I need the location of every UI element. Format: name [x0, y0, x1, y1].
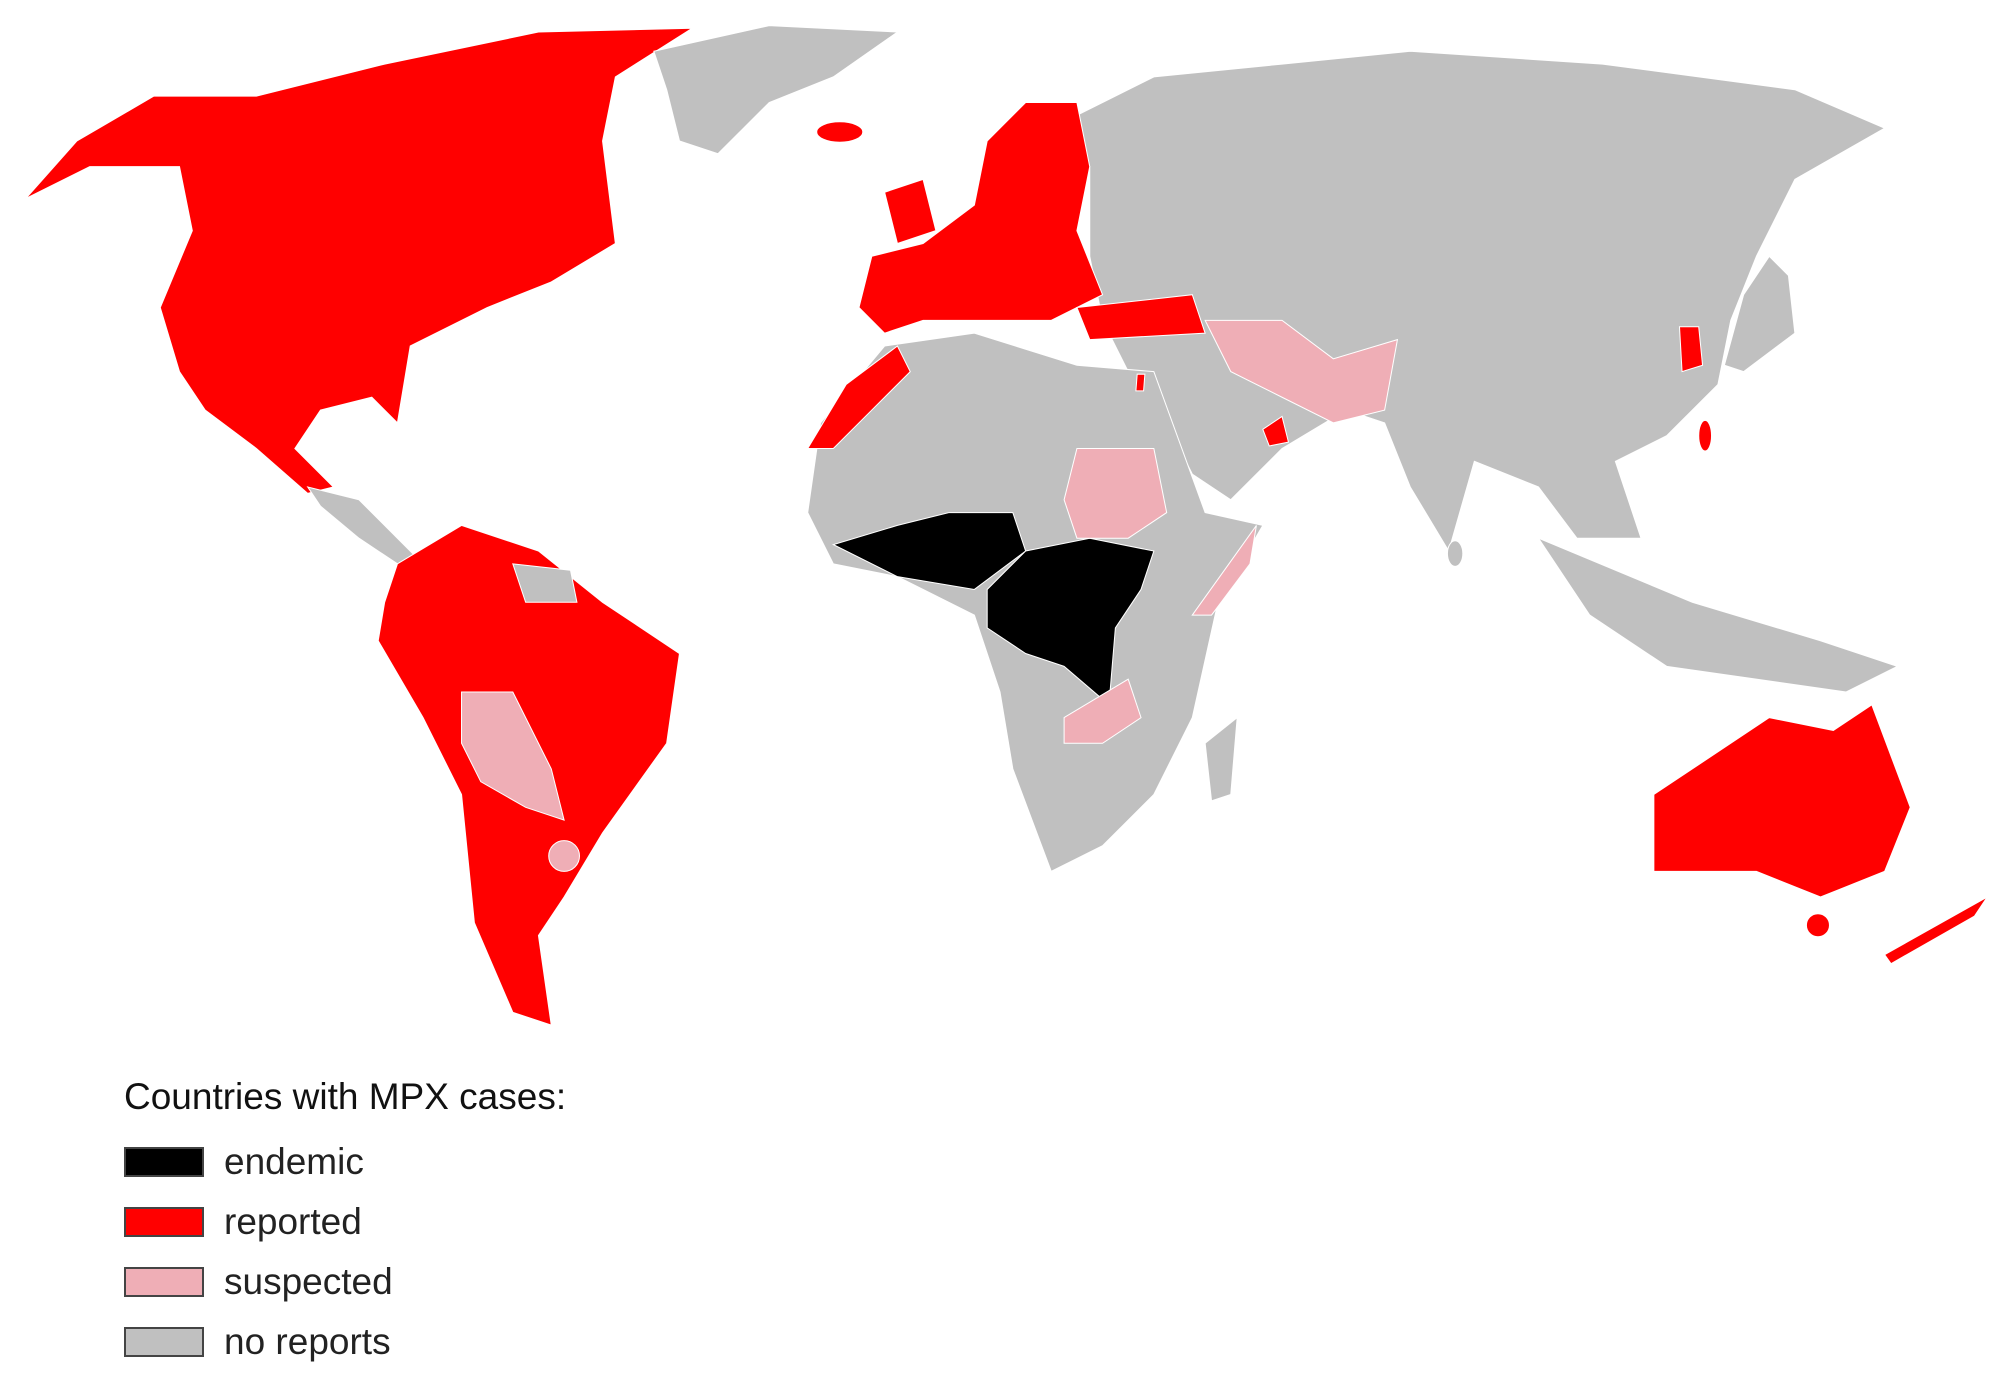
region-uruguay	[548, 840, 581, 872]
legend-swatch-suspected	[124, 1267, 204, 1297]
region-bolivia-paraguay	[461, 691, 565, 821]
region-sri-lanka	[1446, 540, 1464, 567]
region-north-america	[25, 27, 695, 494]
region-uae	[1262, 415, 1290, 447]
region-central-africa-endemic	[986, 537, 1155, 706]
region-guianas	[512, 563, 578, 603]
legend-label: reported	[224, 1201, 362, 1242]
region-australia	[1653, 704, 1911, 898]
region-madagascar	[1204, 716, 1238, 802]
region-uk	[884, 178, 937, 245]
legend-label: endemic	[224, 1141, 364, 1182]
region-west-africa-endemic	[831, 512, 1027, 591]
region-new-zealand	[1883, 896, 1988, 965]
legend: Countries with MPX cases: endemic report…	[124, 1076, 566, 1372]
region-iceland	[816, 121, 864, 143]
region-somalia	[1191, 525, 1257, 616]
region-sudan	[1063, 447, 1168, 539]
region-korea	[1678, 326, 1704, 373]
legend-label: no reports	[224, 1321, 391, 1362]
region-europe	[858, 102, 1104, 334]
region-zambia	[1063, 678, 1142, 744]
legend-swatch-reported	[124, 1207, 204, 1237]
legend-label: suspected	[224, 1261, 393, 1302]
legend-swatch-no-reports	[124, 1327, 204, 1357]
legend-swatch-endemic	[124, 1147, 204, 1177]
region-turkey	[1076, 294, 1206, 341]
region-iran-pakistan	[1204, 319, 1399, 424]
region-taiwan	[1698, 419, 1713, 452]
legend-item-no-reports: no reports	[124, 1312, 566, 1372]
legend-title: Countries with MPX cases:	[124, 1076, 567, 1117]
legend-item-reported: reported	[124, 1192, 566, 1252]
region-central-america	[306, 486, 425, 565]
legend-item-suspected: suspected	[124, 1252, 566, 1312]
legend-item-endemic: endemic	[124, 1132, 566, 1192]
region-japan	[1723, 255, 1796, 373]
region-morocco	[806, 345, 911, 450]
region-israel	[1135, 373, 1146, 392]
region-greenland	[653, 25, 899, 155]
region-tasmania	[1805, 913, 1830, 938]
region-southeast-asia	[1537, 537, 1899, 693]
